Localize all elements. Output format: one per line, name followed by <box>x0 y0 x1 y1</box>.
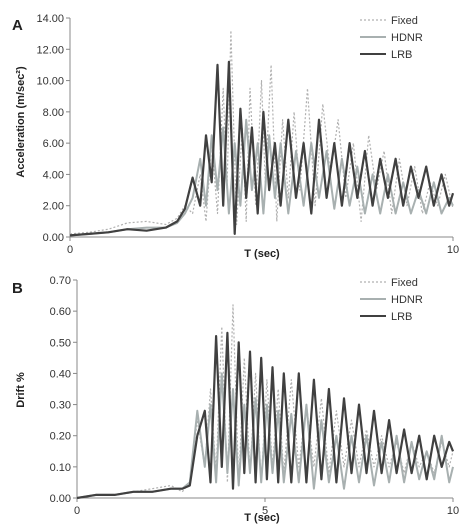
panel-b-y-tick-label: 0.70 <box>50 275 71 287</box>
panel-b-legend-label-fixed: Fixed <box>391 277 418 289</box>
panel-b-x-tick-label: 5 <box>262 505 268 517</box>
panel-a-x-tick-label: 10 <box>447 244 459 256</box>
panel-a-y-tick-label: 12.00 <box>36 44 64 56</box>
panel-a-legend: Fixed HDNR LRB <box>360 15 423 61</box>
panel-a-letter: A <box>12 17 23 34</box>
panel-b-axes: 0.00 0.10 0.20 0.30 0.40 0.50 0.60 0.70 0 5 10 <box>50 275 460 517</box>
panel-a-y-tick-label: 10.00 <box>36 76 64 88</box>
panel-b-y-tick-label: 0.20 <box>50 431 71 443</box>
panel-a-y-tick-label: 2.00 <box>43 201 64 213</box>
panel-b-legend: Fixed HDNR LRB <box>360 277 423 323</box>
panel-a-y-axis-title: Acceleration (m/sec²) <box>15 66 27 178</box>
panel-a-y-tick-label: 6.00 <box>43 138 64 150</box>
panel-b-y-tick-label: 0.60 <box>50 306 71 318</box>
panel-b-series-lrb <box>76 331 455 500</box>
panel-a-axes: 0.00 2.00 4.00 6.00 8.00 10.00 12.00 14.00 0 10 <box>36 13 459 256</box>
panel-a-x-axis-title: T (sec) <box>244 248 280 260</box>
panel-b-series-group <box>76 304 455 500</box>
panel-a-series-lrb <box>69 60 455 237</box>
panel-a-legend-label-lrb: LRB <box>391 49 412 61</box>
panel-b-legend-label-lrb: LRB <box>391 311 412 323</box>
panel-b-series-hdnr <box>76 372 454 499</box>
panel-b-y-tick-label: 0.10 <box>50 462 71 474</box>
panel-a-y-tick-label: 8.00 <box>43 107 64 119</box>
panel-b-y-tick-label: 0.00 <box>50 493 71 505</box>
panel-b: B Drift % T (sec) 0.000.100.200.300.400.… <box>12 275 459 524</box>
panel-b-y-axis-title: Drift % <box>15 372 27 408</box>
panel-a-x-tick-label: 0 <box>67 244 73 256</box>
panel-a-series-fixed <box>69 29 454 235</box>
panel-a-series-group <box>69 29 455 237</box>
panel-b-x-tick-label: 0 <box>74 505 80 517</box>
panel-a-y-tick-label: 0.00 <box>43 232 64 244</box>
panel-b-y-tick-label: 0.50 <box>50 337 71 349</box>
panel-b-x-tick-label: 10 <box>447 505 459 517</box>
panel-b-letter: B <box>12 280 23 297</box>
panel-a: A Acceleration (m/sec²) T (sec) 0.00 2.00… <box>12 13 459 260</box>
panel-b-y-tick-label: 0.40 <box>50 368 71 380</box>
panel-b-y-tick-label: 0.30 <box>50 400 71 412</box>
panel-b-legend-label-hdnr: HDNR <box>391 294 423 306</box>
panel-a-y-tick-label: 14.00 <box>36 13 64 25</box>
panel-a-y-tick-label: 4.00 <box>43 169 64 181</box>
panel-b-x-axis-title: T (sec) <box>244 512 280 524</box>
panel-a-series-hdnr <box>69 118 454 237</box>
panel-a-legend-label-fixed: Fixed <box>391 15 418 27</box>
panel-a-legend-label-hdnr: HDNR <box>391 32 423 44</box>
